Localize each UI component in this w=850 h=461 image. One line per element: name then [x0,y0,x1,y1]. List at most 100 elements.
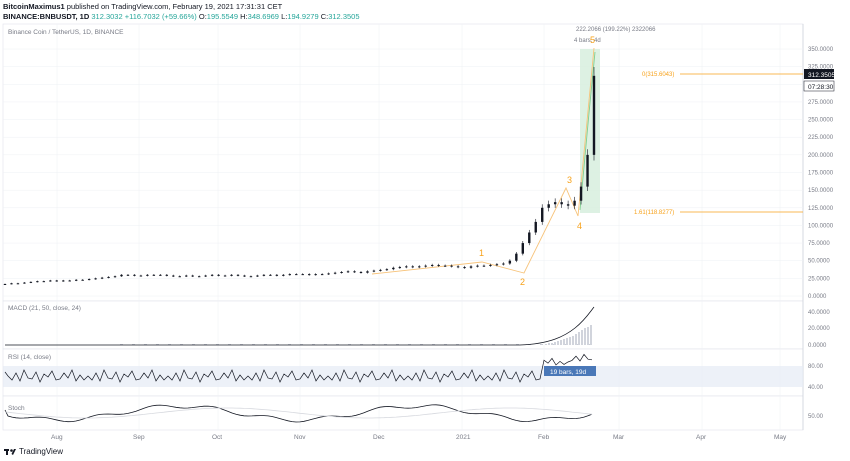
candle-body [469,266,473,268]
candle-body [249,276,253,278]
measure-box[interactable] [580,49,600,213]
stoch-pane[interactable] [2,395,804,431]
fib-label-0: 0(315.6043) [642,72,674,78]
candle-body [320,274,324,276]
publish-info: BitcoinMaximus1 published on TradingView… [3,2,282,11]
measure-path [579,51,596,211]
candle-body [592,75,596,155]
candle-body [191,275,194,277]
macd-bar [396,344,399,345]
measure-top-label: 222.2066 (199.22%) 2322066 [576,27,656,33]
macd-bar [384,344,387,345]
y-tick-label: 75.0000 [808,241,830,247]
macd-bar [372,344,375,345]
candle-body [353,271,356,273]
macd-bar [456,344,459,345]
macd-bar [545,344,547,345]
macd-bar [216,344,219,345]
main-pane-title: Binance Coin / TetherUS, 1D, BINANCE [8,29,124,36]
time-axis[interactable]: Aug Sep Oct Nov Dec 2021 Feb Mar Apr May [51,434,787,441]
candle-body [437,264,440,266]
y-tick-label: 125.0000 [808,206,834,212]
x-tick-label: May [774,434,787,441]
y-tick-label: 0.0000 [808,294,827,300]
author-name[interactable]: BitcoinMaximus1 [3,2,65,11]
candle-body [301,274,304,276]
price-tag [804,69,834,79]
fib-label-1: 1.61(118.8277) [634,210,674,216]
candle-body [256,275,259,277]
rsi-band [3,366,803,387]
stoch-k-line [4,404,593,423]
y-tick-label: 275.0000 [808,100,834,106]
candle-body [10,283,13,285]
measure-bars-label: 4 bars, 4d [574,38,601,44]
candle-body [3,284,7,286]
macd-bar [132,344,135,345]
candle-body [185,275,188,277]
candle-body [23,282,26,284]
candle-body [424,265,427,267]
macd-bar [551,343,553,345]
candle-body [359,272,363,274]
candle-body [87,279,91,281]
candle-body [333,272,337,274]
macd-bar [408,344,411,345]
macd-bar [168,344,171,345]
candle-body [560,202,563,205]
rsi-measure-box[interactable] [544,366,596,376]
macd-bar [120,344,123,345]
candle-body [573,200,576,206]
macd-bar [252,344,255,345]
x-tick-label: Mar [613,434,625,441]
macd-bar [300,344,303,345]
candle-body [126,274,130,276]
candle-body [385,269,389,271]
candle-body [74,279,78,281]
macd-bar [569,337,571,345]
publish-text: published on TradingView.com, February 1… [66,2,283,11]
macd-bar [563,339,565,345]
candle-body [29,281,33,283]
countdown-tag [803,80,835,92]
candle-body [107,276,110,278]
macd-bar [264,344,267,345]
macd-bar [192,344,195,345]
price-pane[interactable] [2,23,804,302]
macd-bar [228,344,231,345]
macd-bar [564,344,567,345]
close-label: C: [320,12,329,21]
tradingview-logo-icon [4,448,16,455]
x-tick-label: Dec [373,434,385,441]
brand-name[interactable]: TradingView [19,447,64,456]
y-tick-label: 25.0000 [808,276,830,282]
candle-body [55,280,58,282]
macd-bar [554,342,556,345]
wave-label-4: 4 [577,221,582,231]
candle-body [541,207,544,222]
candle-body [443,265,447,267]
candle-body [314,274,317,276]
candle-body [36,281,39,283]
y-tick-label: 200.0000 [808,153,834,159]
macd-bar [312,344,315,345]
candle-body [204,275,207,277]
macd-bar [552,344,555,345]
candle-body [411,266,414,268]
stoch-d-line [4,407,593,419]
wave-label-1: 1 [479,248,484,258]
candle-body [62,280,65,282]
candle-body [346,271,350,273]
macd-bar [560,340,562,345]
macd-bar [557,341,559,345]
candle-body [243,275,246,277]
candle-body [275,274,279,276]
candle-body [553,202,557,205]
candle-body [230,274,233,276]
macd-pane[interactable] [2,300,804,350]
macd-bar [204,344,207,345]
candle-body [372,270,376,272]
candle-body [68,280,71,282]
y-tick-label: 175.0000 [808,171,834,177]
